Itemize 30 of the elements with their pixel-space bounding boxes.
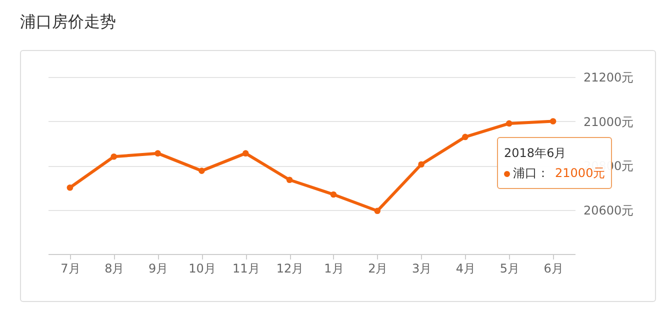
y-tick-label: 21000元 bbox=[584, 114, 634, 129]
point bbox=[110, 153, 118, 160]
x-tick-label: 2月 bbox=[368, 262, 388, 276]
x-tick-label: 7月 bbox=[60, 262, 80, 276]
point bbox=[198, 168, 205, 174]
point bbox=[66, 184, 74, 191]
point bbox=[550, 118, 556, 124]
x-tick-label: 3月 bbox=[412, 262, 432, 276]
point bbox=[242, 150, 249, 156]
annotation: 2018年6月 bbox=[504, 146, 566, 160]
point bbox=[462, 134, 468, 140]
x-tick-label: 5月 bbox=[500, 262, 520, 276]
x-tick-label: 12月 bbox=[276, 262, 304, 276]
point bbox=[374, 208, 381, 214]
point bbox=[506, 120, 512, 127]
point bbox=[154, 150, 161, 156]
point bbox=[286, 176, 293, 184]
x-tick-label: 1月 bbox=[324, 262, 344, 276]
point bbox=[330, 191, 337, 198]
x-tick-label: 11月 bbox=[232, 262, 260, 276]
point bbox=[418, 161, 424, 168]
x-tick-label: 4月 bbox=[456, 262, 476, 276]
chart-title: 浦口房价走势 bbox=[20, 12, 116, 33]
x-tick-label: 8月 bbox=[104, 262, 124, 276]
x-tick-label: 9月 bbox=[148, 262, 168, 276]
x-tick-label: 10月 bbox=[188, 262, 216, 276]
x-tick-label: 6月 bbox=[544, 262, 564, 276]
y-tick-label: 20600元 bbox=[584, 203, 634, 218]
legend-label: 浦口： bbox=[513, 166, 550, 180]
y-tick-label: 21200元 bbox=[584, 70, 634, 84]
